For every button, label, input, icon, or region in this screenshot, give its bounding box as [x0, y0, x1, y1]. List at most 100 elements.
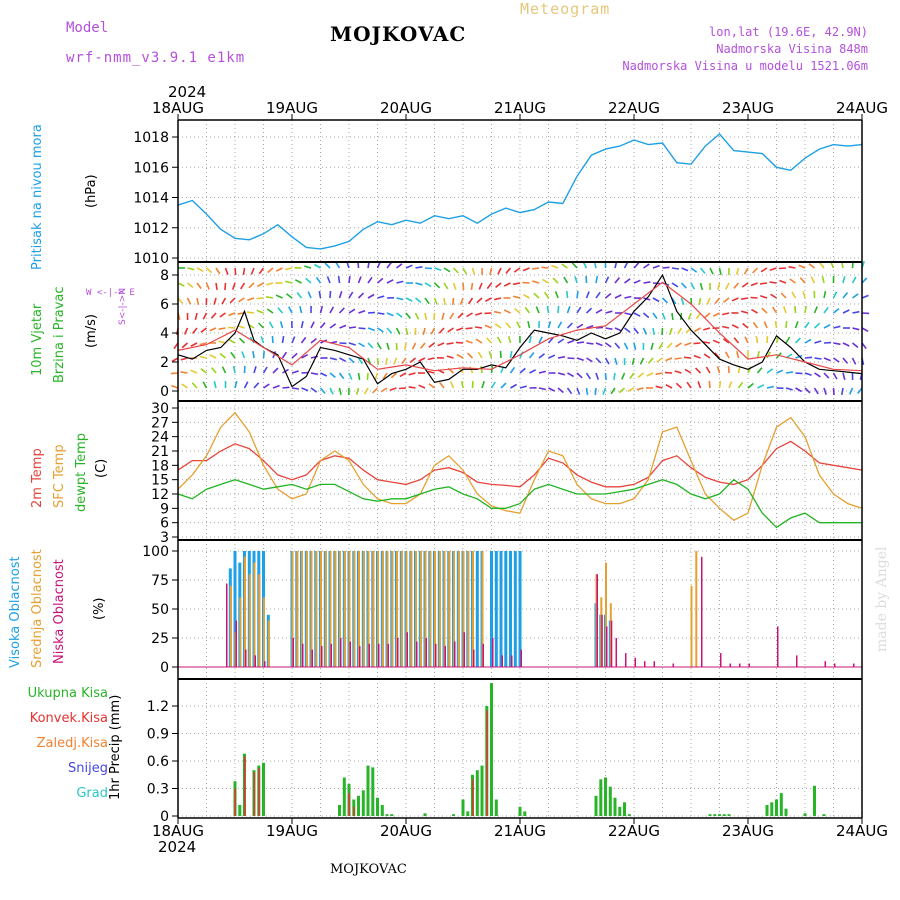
cloud-low-bar: [625, 653, 627, 667]
cloud-mid-bar: [320, 551, 322, 667]
wind-barb: [395, 327, 401, 335]
wind-barb: [348, 342, 356, 346]
wind-barb: [272, 384, 280, 389]
wind-barb: [275, 267, 283, 272]
y-tick-label: 4: [160, 326, 169, 342]
precip-total-bar: [480, 765, 484, 816]
wind-barb: [234, 381, 238, 389]
lonlat-label: lon,lat (19.6E, 42.9N): [709, 25, 868, 39]
cloud-low-bar: [748, 663, 750, 667]
wind-barb: [761, 307, 768, 314]
wind-barb: [462, 282, 465, 291]
wind-barb: [538, 370, 546, 374]
wind-barb: [624, 295, 632, 299]
wind-barb: [229, 297, 236, 304]
cloud-mid-bar: [362, 551, 365, 667]
date-label-bottom: 22AUG: [608, 822, 660, 840]
wind-barb: [471, 267, 476, 275]
precip-convective-bar: [472, 779, 474, 816]
wind-barb: [655, 372, 663, 376]
cloud-mid-bar: [396, 551, 398, 667]
wind-barb: [237, 325, 245, 329]
wind-barb: [804, 338, 812, 344]
precip-total-bar: [713, 814, 717, 816]
wind-barb: [642, 312, 650, 319]
wind-barb: [804, 372, 812, 377]
wind-barb: [703, 327, 711, 331]
wind-barb: [671, 267, 680, 270]
wind-barb: [832, 372, 838, 380]
wind-barb: [437, 342, 445, 347]
cloud-low-bar: [729, 663, 731, 667]
wind-barb: [650, 342, 654, 351]
wind-barb: [557, 305, 560, 314]
wind-barb: [717, 282, 721, 290]
wind-barb: [275, 294, 283, 299]
cloud-mid-bar: [258, 574, 261, 667]
wind-barb: [604, 292, 612, 299]
wind-barb: [594, 387, 597, 396]
cloud-mid-bar: [267, 620, 270, 667]
date-label-bottom: 24AUG: [836, 822, 888, 840]
wind-barb: [766, 351, 772, 359]
y-tick-label: 24: [151, 430, 169, 446]
wind-barb: [377, 295, 385, 299]
wind-barb: [357, 357, 364, 365]
wind-barb: [757, 384, 765, 389]
wind-barb: [363, 387, 369, 395]
wind-barb: [752, 321, 759, 329]
cloud-low-bar: [520, 649, 522, 667]
wind-barb: [699, 267, 706, 274]
wind-barb: [411, 342, 417, 350]
precip-convective-bar: [234, 788, 236, 816]
wind-barb: [798, 264, 806, 269]
cloud-mid-bar: [291, 551, 294, 667]
wind-barb: [566, 387, 573, 395]
wind-barb: [241, 351, 246, 359]
wind-barb: [187, 267, 195, 271]
wind-barb: [677, 327, 683, 335]
wind-barb: [571, 262, 578, 269]
wind-barb: [595, 372, 600, 380]
wind-barb: [718, 380, 722, 389]
wind-barb: [319, 387, 326, 394]
wind-barb: [722, 325, 730, 329]
wind-barb: [215, 282, 218, 291]
cloud-mid-bar: [324, 551, 327, 667]
wind-barb: [181, 383, 188, 389]
wind-barb: [489, 267, 493, 275]
wind-barb: [227, 326, 236, 329]
wind-barb: [794, 305, 797, 314]
cloud-low-bar: [387, 643, 389, 667]
y-tick-label: 1018: [133, 130, 169, 146]
wind-barb: [456, 353, 464, 359]
wind-barb: [415, 266, 423, 269]
wind-barb: [671, 297, 677, 305]
date-label-top: 18AUG: [152, 99, 204, 117]
wind-barb: [218, 340, 226, 344]
y-tick-label: 1016: [133, 160, 169, 176]
y-tick-label: 21: [151, 444, 169, 460]
wind-compass-ew: W <-|-> E: [86, 288, 135, 298]
wind-barb: [633, 262, 640, 269]
precip-total-bar: [765, 805, 769, 816]
wind-barb: [623, 342, 629, 350]
precip-total-bar: [608, 786, 612, 816]
wind-barb: [466, 352, 474, 359]
cloud-high-bar: [504, 551, 508, 667]
wind-barb: [567, 357, 575, 360]
wind-barb: [614, 342, 621, 349]
wind-barb: [785, 371, 794, 374]
wind-barb: [561, 263, 568, 269]
wind-barb: [557, 338, 565, 344]
wind-barb: [358, 342, 365, 348]
precip-total-bar: [718, 814, 721, 816]
cloud-mid-bar: [310, 551, 313, 667]
wind-barb: [171, 384, 179, 389]
wind-barb: [548, 387, 556, 392]
precip-total-bar: [452, 814, 455, 816]
wind-barb: [338, 307, 345, 314]
wind-barb: [716, 366, 721, 374]
temp-dewpt-line: [177, 478, 862, 529]
wind-barb: [263, 383, 270, 389]
